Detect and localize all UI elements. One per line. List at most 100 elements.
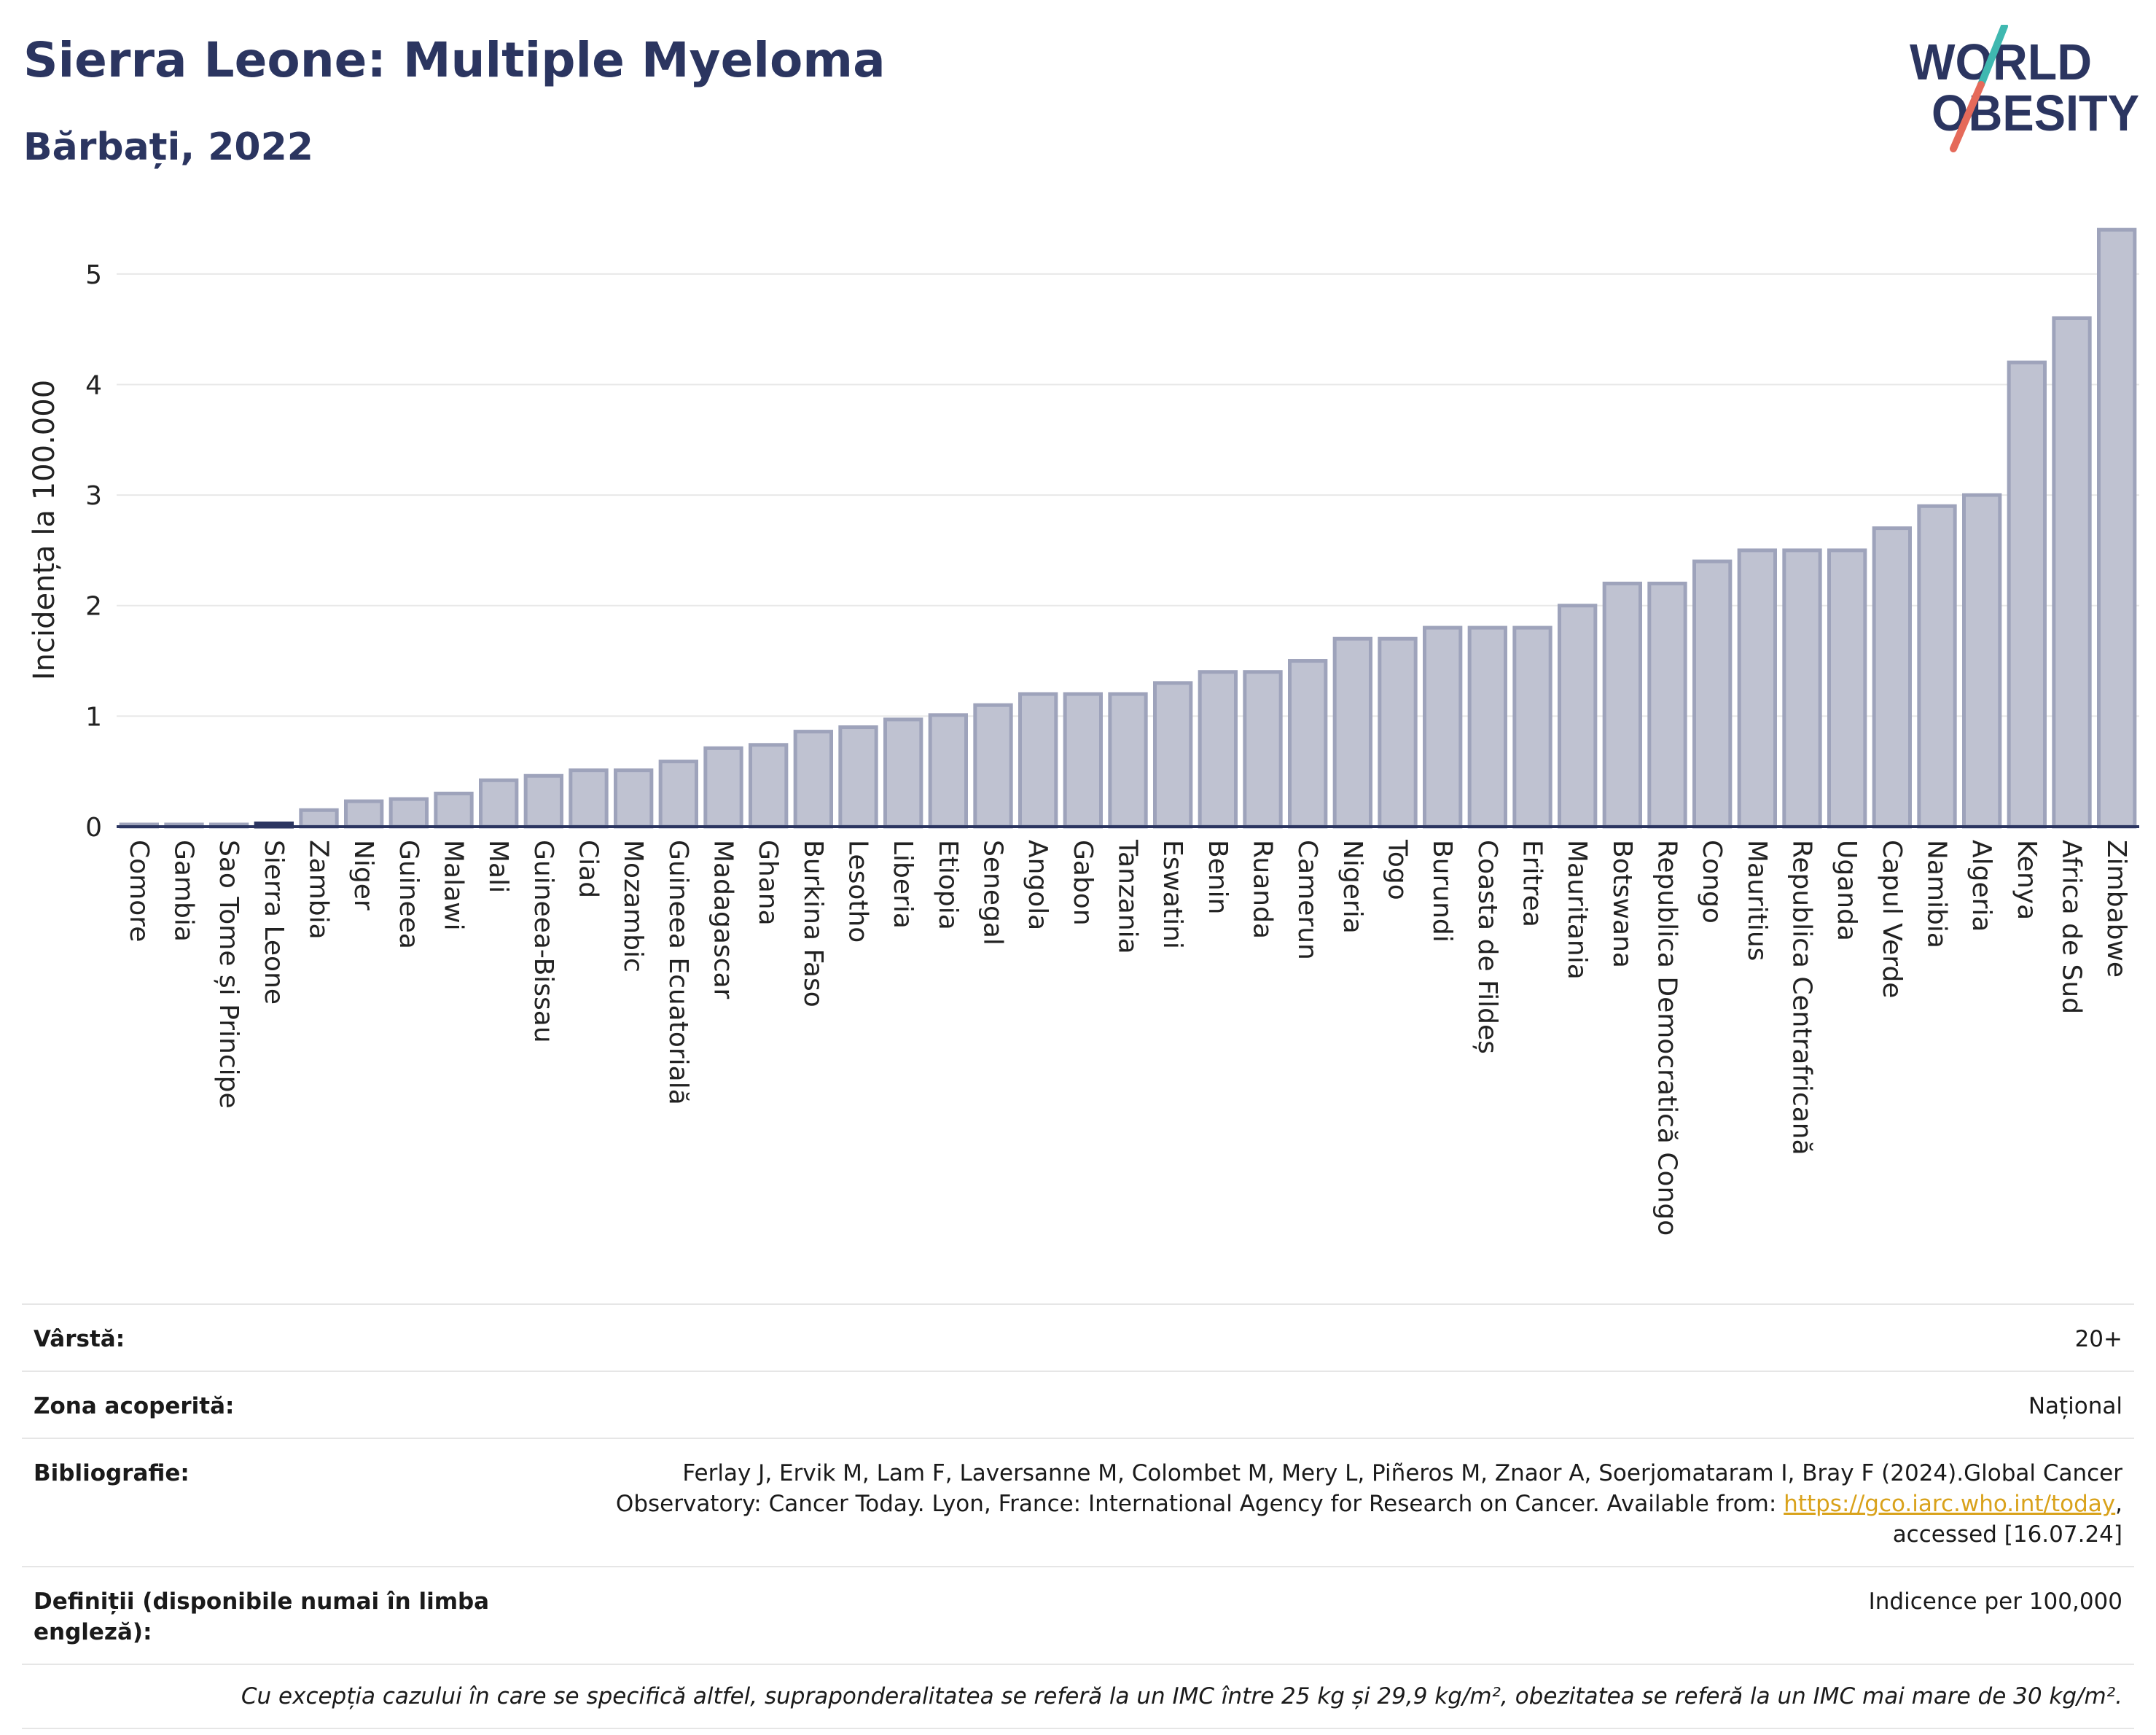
bar — [1198, 670, 1238, 829]
bar — [2007, 360, 2047, 829]
x-tick-label: Mozambic — [618, 840, 648, 972]
x-tick-label: Gabon — [1068, 840, 1098, 926]
x-tick-label: Nigeria — [1337, 840, 1367, 934]
bar — [1872, 526, 1913, 829]
bar — [434, 792, 474, 829]
bar — [1332, 636, 1372, 829]
page-title: Sierra Leone: Multiple Myeloma — [23, 32, 886, 88]
x-tick-label: Kenya — [2012, 840, 2042, 920]
x-tick-label: Namibia — [1922, 840, 1952, 948]
x-tick-label: Sierra Leone — [259, 840, 289, 1005]
y-tick-label: 0 — [85, 813, 102, 843]
x-tick-label: Ruanda — [1248, 840, 1278, 939]
x-tick-label: Comore — [124, 840, 154, 942]
x-tick-label: Congo — [1697, 840, 1727, 924]
coverage-label: Zona acoperită: — [34, 1393, 235, 1419]
age-value: 20+ — [2074, 1326, 2122, 1352]
x-tick-label: Mali — [483, 840, 513, 893]
bar — [1558, 604, 1598, 829]
bar — [883, 717, 923, 829]
x-tick-label: Niger — [348, 840, 378, 911]
bar — [703, 746, 743, 829]
y-axis-ticks: 0 1 2 3 4 5 — [85, 260, 102, 843]
footnote: Cu excepția cazului în care se specifică… — [22, 1664, 2134, 1729]
x-tick-label: Togo — [1383, 839, 1413, 900]
x-tick-label: Republica Centrafricană — [1787, 840, 1817, 1155]
x-tick-label: Republica Democratică Congo — [1652, 840, 1682, 1236]
bar — [838, 725, 878, 829]
x-tick-label: Senegal — [978, 840, 1008, 946]
bar — [973, 703, 1013, 829]
bar — [1467, 625, 1507, 829]
x-tick-label: Ciad — [574, 840, 604, 898]
y-axis-title: Incidența la 100.000 — [28, 380, 61, 680]
x-tick-label: Algeria — [1966, 840, 1996, 932]
info-row-age: Vârstă: 20+ — [22, 1303, 2134, 1371]
x-tick-label: Coasta de Fildeș — [1472, 840, 1502, 1054]
bar — [523, 773, 564, 829]
bibliography-link[interactable]: https://gco.iarc.who.int/today — [1784, 1491, 2116, 1517]
logo-slash-teal — [1977, 25, 2008, 88]
bar — [2097, 227, 2137, 829]
x-tick-label: Liberia — [888, 840, 918, 929]
bibliography-line2: Observatory: Cancer Today. Lyon, France:… — [615, 1491, 1784, 1517]
bar — [1153, 681, 1193, 829]
x-tick-label: Burundi — [1427, 840, 1457, 943]
x-tick-label: Mauritius — [1742, 840, 1772, 961]
x-tick-label: Zambia — [304, 840, 334, 940]
x-tick-label: Zimbabwe — [2101, 840, 2131, 978]
x-tick-label: Eswatini — [1157, 840, 1187, 949]
bar — [1647, 581, 1687, 829]
bar — [2052, 316, 2092, 829]
x-tick-label: Mauritania — [1562, 840, 1592, 980]
definitions-value: Indicence per 100,000 — [1868, 1588, 2122, 1615]
x-tick-label: Madagascar — [708, 840, 738, 999]
x-tick-label: Malawi — [439, 840, 469, 931]
bar — [1243, 670, 1283, 829]
bar — [388, 797, 429, 829]
bar — [1602, 581, 1643, 829]
logo-slash-coral — [1950, 81, 1985, 152]
x-tick-label: Tanzania — [1113, 839, 1143, 954]
y-tick-label: 3 — [85, 481, 102, 511]
info-row-definitions: Definiții (disponibile numai în limba en… — [22, 1566, 2134, 1664]
bar — [1018, 692, 1058, 829]
x-tick-label: Uganda — [1832, 840, 1862, 941]
bibliography-comma: , — [2115, 1491, 2122, 1517]
x-tick-label: Gambia — [169, 840, 199, 942]
bar — [658, 760, 699, 829]
y-tick-label: 5 — [85, 260, 102, 290]
bar — [1827, 548, 1867, 829]
bar — [1512, 625, 1552, 829]
bibliography-value: Ferlay J, Ervik M, Lam F, Laversanne M, … — [500, 1458, 2122, 1550]
x-axis-ticks: Comore Gambia Sao Tome și Principe Sierra L… — [124, 839, 2131, 1236]
info-row-bibliography: Bibliografie: Ferlay J, Ervik M, Lam F, … — [22, 1438, 2134, 1566]
bar — [1962, 493, 2002, 829]
x-tick-label: Burkina Faso — [798, 840, 828, 1007]
bars — [119, 227, 2137, 829]
bar — [344, 799, 384, 829]
x-tick-label: Camerun — [1292, 840, 1322, 960]
coverage-value: Național — [2028, 1393, 2122, 1419]
x-tick-label: Ghana — [753, 840, 783, 926]
definitions-label: Definiții (disponibile numai în limba en… — [34, 1588, 490, 1645]
bibliography-label: Bibliografie: — [34, 1460, 190, 1486]
bar — [1917, 504, 1957, 829]
age-label: Vârstă: — [34, 1326, 125, 1352]
x-tick-label: Botswana — [1607, 840, 1637, 968]
page-subtitle: Bărbați, 2022 — [23, 125, 313, 169]
bar — [793, 730, 833, 829]
bar-chart: 0 1 2 3 4 5 Comore Gambia Sao Tome și Principe S… — [28, 227, 2139, 1236]
bar — [1782, 548, 1822, 829]
bar — [479, 778, 519, 829]
bar — [749, 743, 789, 829]
x-tick-label: Guineea-Bissau — [528, 840, 558, 1043]
bar — [928, 713, 968, 829]
y-tick-label: 1 — [85, 702, 102, 732]
x-tick-label: Capul Verde — [1877, 840, 1907, 998]
bar — [614, 768, 654, 829]
x-tick-label: Africa de Sud — [2057, 840, 2087, 1014]
info-table: Vârstă: 20+ Zona acoperită: Național Bib… — [22, 1303, 2134, 1729]
bar — [1692, 559, 1733, 829]
x-tick-label: Eritrea — [1518, 840, 1547, 927]
